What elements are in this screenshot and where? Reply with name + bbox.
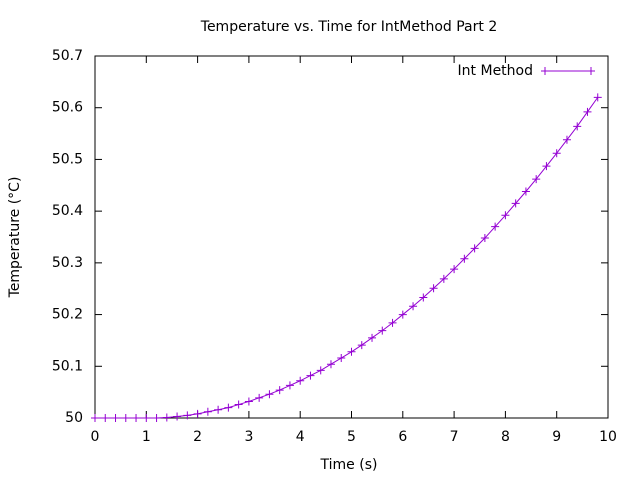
data-point bbox=[593, 93, 602, 102]
data-point bbox=[203, 407, 212, 416]
legend-marker bbox=[541, 67, 549, 75]
data-point bbox=[552, 149, 561, 158]
data-point bbox=[162, 413, 171, 422]
x-tick-label: 10 bbox=[599, 429, 617, 445]
data-point bbox=[337, 354, 346, 363]
data-point bbox=[111, 414, 120, 422]
data-point bbox=[419, 293, 428, 302]
data-point bbox=[275, 386, 284, 395]
data-point bbox=[121, 414, 130, 422]
data-point bbox=[347, 347, 356, 356]
data-point bbox=[101, 414, 110, 422]
y-tick-label: 50.7 bbox=[52, 48, 83, 64]
x-tick-label: 3 bbox=[244, 429, 253, 445]
y-tick-label: 50.6 bbox=[52, 100, 83, 116]
data-point bbox=[532, 175, 541, 184]
data-point bbox=[326, 360, 335, 369]
data-point bbox=[460, 254, 469, 263]
data-point bbox=[542, 162, 551, 171]
y-tick-label: 50.2 bbox=[52, 307, 83, 323]
data-point bbox=[255, 393, 264, 402]
legend-marker bbox=[587, 67, 595, 75]
data-point bbox=[132, 414, 141, 422]
x-tick-label: 7 bbox=[450, 429, 459, 445]
data-point bbox=[296, 376, 305, 385]
y-tick-label: 50.3 bbox=[52, 255, 83, 271]
legend-label: Int Method bbox=[458, 63, 533, 79]
x-tick-label: 5 bbox=[347, 429, 356, 445]
x-tick-label: 8 bbox=[501, 429, 510, 445]
data-point bbox=[378, 326, 387, 335]
data-point bbox=[142, 414, 151, 422]
y-tick-label: 50 bbox=[65, 410, 83, 426]
data-point bbox=[573, 122, 582, 131]
data-point bbox=[183, 411, 192, 420]
data-point bbox=[501, 211, 510, 220]
data-point bbox=[368, 333, 377, 342]
x-tick-label: 9 bbox=[552, 429, 561, 445]
data-point bbox=[91, 414, 99, 422]
data-point bbox=[173, 412, 182, 421]
data-point bbox=[214, 405, 223, 414]
x-tick-label: 6 bbox=[398, 429, 407, 445]
data-point bbox=[439, 274, 448, 283]
data-point bbox=[450, 265, 459, 274]
data-point bbox=[316, 366, 325, 375]
y-axis-label: Temperature (°C) bbox=[7, 177, 23, 299]
data-point bbox=[193, 409, 202, 418]
y-tick-label: 50.4 bbox=[52, 203, 83, 219]
data-point bbox=[285, 381, 294, 390]
x-tick-label: 0 bbox=[91, 429, 100, 445]
data-point bbox=[265, 390, 274, 399]
data-point bbox=[244, 397, 253, 406]
data-point bbox=[152, 414, 161, 422]
x-tick-label: 4 bbox=[296, 429, 305, 445]
data-point bbox=[398, 310, 407, 319]
data-point bbox=[429, 284, 438, 293]
data-point bbox=[470, 244, 479, 253]
chart-title: Temperature vs. Time for IntMethod Part … bbox=[200, 19, 497, 35]
x-tick-label: 2 bbox=[193, 429, 202, 445]
data-point bbox=[583, 107, 592, 116]
data-point bbox=[357, 341, 366, 350]
data-point bbox=[511, 199, 520, 208]
x-axis-label: Time (s) bbox=[320, 457, 378, 473]
y-tick-label: 50.5 bbox=[52, 151, 83, 167]
data-point bbox=[224, 403, 233, 412]
data-point bbox=[234, 400, 243, 409]
data-point bbox=[491, 222, 500, 231]
data-point bbox=[306, 371, 315, 380]
y-tick-label: 50.1 bbox=[52, 358, 83, 374]
data-point bbox=[409, 302, 418, 311]
data-point bbox=[480, 234, 489, 243]
data-point bbox=[388, 318, 397, 327]
data-point bbox=[521, 187, 530, 196]
data-point bbox=[562, 135, 571, 144]
x-tick-label: 1 bbox=[142, 429, 151, 445]
